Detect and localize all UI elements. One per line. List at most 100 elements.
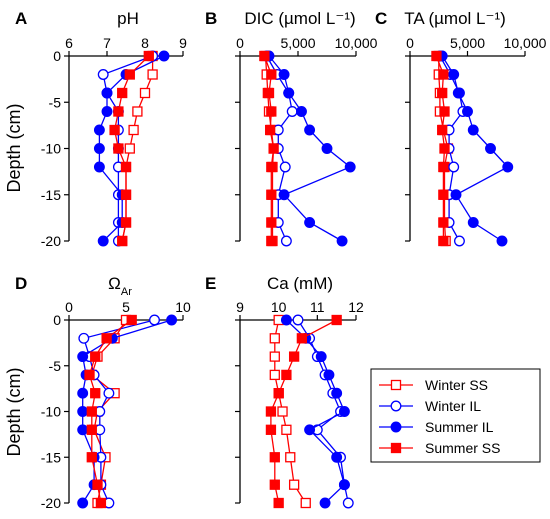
data-point — [277, 406, 288, 417]
data-point — [331, 451, 343, 463]
panel-c: C TA (µmol L⁻¹) 0 5,000 10,000 — [375, 9, 547, 247]
data-point — [265, 424, 277, 435]
data-point — [266, 69, 277, 80]
data-point — [296, 106, 307, 117]
data-point — [268, 143, 279, 154]
data-point — [84, 369, 95, 381]
data-point — [259, 50, 270, 62]
panel-title: TA (µmol L⁻¹) — [404, 9, 506, 28]
series-line — [441, 55, 509, 242]
y-axis-title: Depth (cm) — [4, 103, 24, 192]
legend-marker — [390, 379, 402, 391]
data-point — [462, 106, 473, 117]
series-line — [268, 55, 352, 242]
data-point — [280, 235, 292, 247]
data-point — [266, 106, 277, 117]
x-tick-label: 0 — [406, 35, 414, 51]
data-point — [147, 69, 158, 80]
data-point — [120, 189, 132, 200]
data-point — [300, 497, 311, 509]
data-point — [288, 479, 300, 490]
series-line — [266, 55, 293, 242]
data-point — [109, 124, 120, 136]
y-tick-label: 0 — [53, 312, 61, 328]
data-point — [338, 406, 350, 417]
series-line — [102, 55, 153, 241]
series-summer-ss — [259, 50, 279, 247]
data-point — [117, 87, 128, 99]
series-line — [98, 55, 165, 242]
data-point — [431, 50, 442, 62]
series-line — [82, 319, 155, 504]
data-point — [450, 189, 462, 201]
x-tick-label: 10,000 — [335, 35, 378, 51]
data-point — [120, 217, 132, 228]
data-point — [128, 124, 139, 136]
y-tick-label: -5 — [49, 94, 62, 110]
data-point — [265, 124, 276, 136]
data-point — [323, 369, 335, 381]
legend-marker — [390, 442, 402, 454]
data-point — [149, 314, 160, 326]
panel-letter: E — [205, 274, 216, 293]
x-tick-label: 5,000 — [280, 35, 315, 51]
data-point — [452, 87, 464, 99]
data-point — [97, 235, 109, 247]
legend: Winter SS Winter IL Summer IL Summer SS — [370, 368, 541, 463]
data-point — [315, 351, 327, 363]
legend-label: Summer IL — [425, 419, 494, 435]
panel-d: D ΩAr 0 5 10 0 -5 -10 -15 -20 — [15, 274, 191, 511]
legend-item: Winter IL — [379, 398, 481, 414]
data-point — [78, 332, 90, 344]
data-point — [77, 387, 89, 399]
data-point — [158, 50, 170, 62]
x-tick-label: 5,000 — [450, 35, 485, 51]
data-point — [285, 452, 296, 463]
legend-marker — [390, 421, 402, 433]
data-point — [280, 314, 292, 326]
data-point — [143, 50, 154, 62]
data-point — [93, 161, 105, 173]
data-point — [438, 189, 449, 200]
x-tick-label: 10 — [175, 299, 191, 315]
series-winter-ss — [269, 314, 311, 509]
data-point — [467, 217, 479, 228]
data-point — [265, 406, 277, 417]
y-tick-label: -10 — [41, 404, 61, 420]
data-point — [266, 235, 277, 247]
panel-title: pH — [117, 9, 139, 28]
data-point — [266, 217, 277, 228]
data-point — [321, 143, 333, 154]
x-tick-label: 10 — [271, 299, 287, 315]
data-point — [281, 369, 292, 381]
x-tick-label: 10,000 — [504, 35, 547, 51]
data-point — [288, 351, 300, 362]
data-point — [101, 106, 113, 117]
series-summer-il — [280, 314, 350, 509]
data-point — [485, 143, 496, 154]
y-tick-label: -15 — [41, 187, 61, 203]
data-point — [77, 497, 89, 509]
data-point — [467, 124, 479, 136]
data-point — [438, 235, 449, 247]
legend-label: Winter SS — [425, 377, 488, 393]
data-point — [338, 479, 350, 491]
series-summer-ss — [431, 50, 450, 247]
data-point — [101, 333, 112, 344]
data-point — [342, 497, 354, 509]
series-line — [274, 319, 307, 504]
x-tick-label: 11 — [310, 299, 325, 315]
data-point — [269, 351, 280, 362]
data-point — [331, 314, 342, 326]
series-line — [285, 319, 346, 504]
data-point — [437, 87, 448, 99]
legend-label: Summer SS — [425, 440, 500, 456]
data-point — [77, 424, 89, 436]
y-tick-label: -15 — [41, 449, 61, 465]
x-tick-label: 8 — [141, 35, 149, 51]
series-summer-ss — [265, 314, 342, 509]
series-line — [438, 56, 449, 242]
data-point — [281, 424, 292, 435]
data-point — [90, 388, 101, 399]
